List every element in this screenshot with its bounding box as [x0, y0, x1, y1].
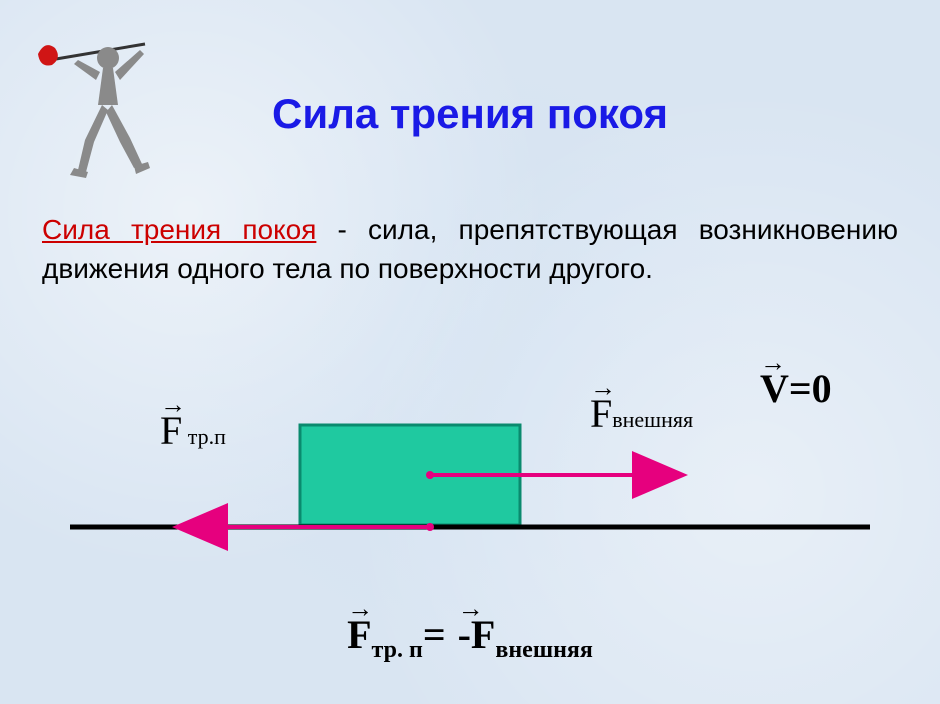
title-text: Сила трения покоя — [272, 90, 668, 137]
arm-back — [115, 50, 144, 80]
label-velocity: V=0 — [760, 365, 832, 412]
page-title: Сила трения покоя — [0, 90, 940, 138]
f-external-sub: внешняя — [612, 407, 693, 432]
arrow-external-origin — [426, 471, 434, 479]
bindle — [38, 45, 58, 65]
formula-lhs-sub: тр. п — [372, 637, 423, 663]
term: Сила трения покоя — [42, 214, 316, 245]
formula: Fтр. п= -Fвнешняя — [0, 611, 940, 664]
f-friction-sub: тр.п — [182, 424, 226, 449]
label-f-friction: F тр.п — [160, 407, 226, 454]
arrow-friction-origin — [426, 523, 434, 531]
formula-lhs-main: F — [347, 611, 371, 658]
label-f-external: Fвнешняя — [590, 390, 693, 437]
head — [97, 47, 119, 69]
definition-paragraph: Сила трения покоя - сила, препятствующая… — [42, 210, 898, 288]
formula-rhs-sub: внешняя — [495, 637, 593, 663]
velocity-text: V=0 — [760, 365, 832, 412]
formula-rhs-main: -F — [458, 611, 496, 658]
f-external-main: F — [590, 390, 612, 437]
formula-eq: = — [423, 612, 456, 657]
f-friction-main: F — [160, 407, 182, 454]
arm-front — [74, 60, 100, 80]
force-diagram: F тр.п Fвнешняя V=0 — [60, 365, 880, 595]
